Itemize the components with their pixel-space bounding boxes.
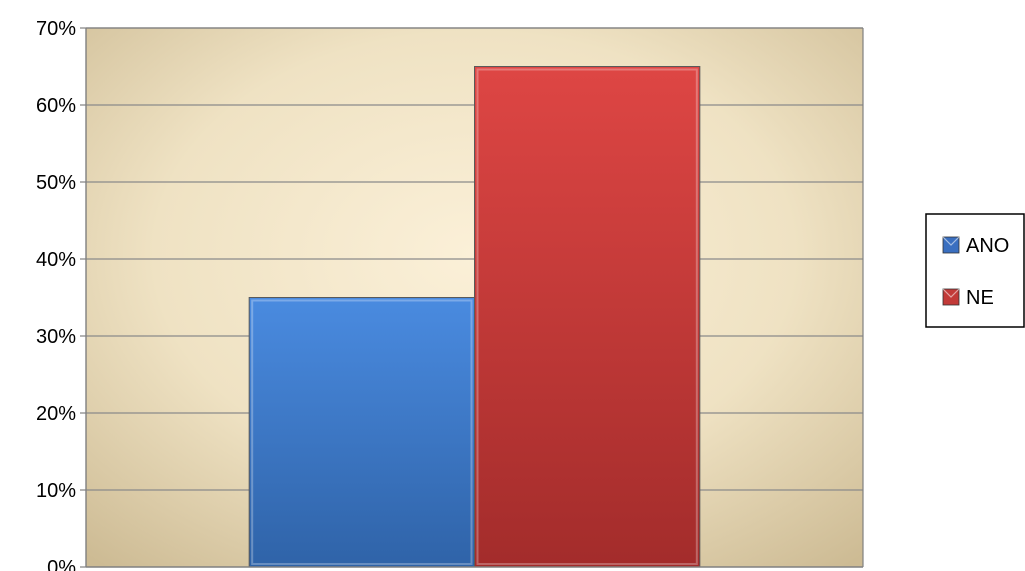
- y-tick-label: 0%: [47, 557, 76, 571]
- y-tick-label: 30%: [36, 326, 76, 348]
- y-axis-ticks: 0% 10% 20% 30% 40% 50% 60% 70%: [36, 18, 86, 571]
- y-tick-label: 10%: [36, 480, 76, 502]
- legend-item-ano: ANO: [942, 235, 1009, 257]
- y-tick-label: 20%: [36, 403, 76, 425]
- y-tick-label: 50%: [36, 172, 76, 194]
- legend: ANO NE: [925, 213, 1025, 328]
- bars: [248, 66, 701, 568]
- legend-item-ne: NE: [942, 287, 994, 309]
- bar-body: [474, 66, 701, 568]
- legend-swatch-bevel: [942, 236, 960, 246]
- legend-swatch-bevel: [942, 288, 960, 298]
- bar-bevel: [476, 68, 698, 565]
- bar-ano: [248, 297, 475, 568]
- bar-ne: [474, 66, 701, 568]
- axes: [85, 27, 864, 568]
- y-tick-label: 60%: [36, 95, 76, 117]
- bar-bevel: [251, 299, 473, 565]
- bar-body: [248, 297, 475, 568]
- legend-box: [925, 213, 1025, 328]
- y-tick-label: 40%: [36, 249, 76, 271]
- legend-label: NE: [966, 287, 994, 309]
- legend-label: ANO: [966, 235, 1009, 257]
- y-tick-label: 70%: [36, 18, 76, 40]
